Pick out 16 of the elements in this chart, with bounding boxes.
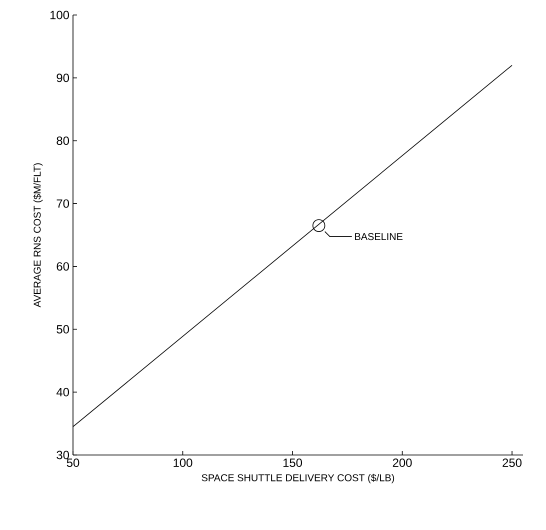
x-tick-label: 50 [66, 458, 80, 467]
y-tick-label: 40 [56, 388, 70, 396]
y-tick-label: 90 [56, 74, 70, 82]
annotation: BASELINE [355, 233, 403, 240]
y-tick-label: 70 [56, 199, 70, 208]
x-axis-title: SPACE SHUTTLE DELIVERY COST ($/LB) [202, 474, 394, 484]
x-tick-label: 200 [392, 458, 412, 467]
x-tick-label: 150 [283, 458, 302, 467]
y-tick-label: 80 [56, 136, 70, 145]
y-tick-label: 60 [56, 262, 70, 271]
x-tick-label: 250 [502, 458, 522, 467]
x-tick-label: 100 [174, 458, 192, 467]
y-axis-title: AVERAGE RNS COST ($M/FLT) [33, 163, 43, 308]
y-tick-label: 30 [56, 450, 70, 460]
y-tick-label: 50 [56, 325, 70, 334]
y-tick-label: 100 [50, 10, 70, 20]
